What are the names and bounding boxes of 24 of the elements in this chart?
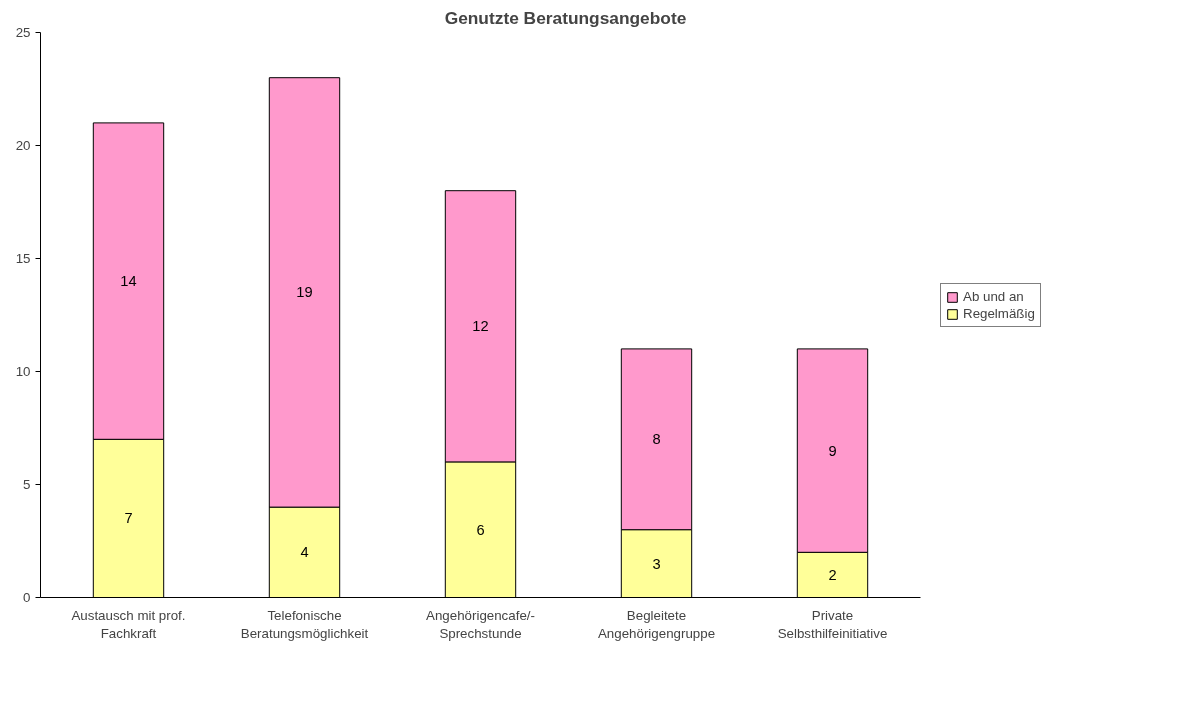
y-tick-label: 25 [15,25,31,40]
data-label: 3 [652,555,661,572]
data-label: 12 [472,318,489,335]
y-tick-label: 10 [15,364,31,379]
x-tick-label: Telefonische Beratungsmöglichkeit [240,607,369,641]
y-tick-label: 5 [23,477,31,492]
y-tick-label: 0 [23,590,31,605]
x-tick-label: Austausch mit prof. Fachkraft [71,607,186,641]
chart-title: Genutzte Beratungsangebote [444,7,687,28]
x-tick-label: Private Selbsthilfeinitiative [777,607,888,641]
data-label: 6 [476,521,485,538]
x-tick-label: Angehörigencafe/- Sprechstunde [426,607,535,641]
data-label: 7 [124,510,133,527]
data-label: 4 [300,544,309,561]
data-label: 2 [828,566,837,583]
y-tick-label: 15 [15,251,31,266]
data-label: 9 [828,442,837,459]
legend-label: Regelmäßig [963,306,1035,321]
y-tick-label: 20 [15,138,31,153]
data-label: 19 [296,284,313,301]
data-label: 14 [120,273,137,290]
x-tick-label: Begleitete Angehörigengruppe [597,607,716,641]
data-label: 8 [652,431,661,448]
legend-label: Ab und an [963,289,1024,304]
